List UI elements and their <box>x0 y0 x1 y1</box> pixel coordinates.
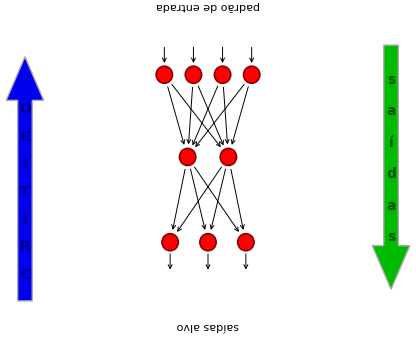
Circle shape <box>200 234 216 251</box>
Circle shape <box>156 66 173 83</box>
Circle shape <box>243 66 260 83</box>
Text: a: a <box>386 104 396 118</box>
Circle shape <box>162 234 178 251</box>
Text: a: a <box>386 199 396 212</box>
Circle shape <box>185 66 202 83</box>
Text: O: O <box>19 102 31 116</box>
Text: s: s <box>387 73 395 87</box>
Circle shape <box>214 66 231 83</box>
FancyArrow shape <box>372 45 410 289</box>
Text: saídas alvo: saídas alvo <box>177 321 239 331</box>
Circle shape <box>220 148 237 165</box>
Text: d: d <box>386 167 396 181</box>
Text: C: C <box>20 130 30 144</box>
Text: R: R <box>20 240 30 254</box>
Circle shape <box>238 234 254 251</box>
Text: padrão de entrada: padrão de entrada <box>156 1 260 11</box>
Text: C: C <box>20 268 30 282</box>
Text: í: í <box>389 136 394 150</box>
Text: I: I <box>22 157 27 171</box>
Text: T: T <box>20 185 30 199</box>
FancyArrow shape <box>6 57 44 301</box>
Text: Í: Í <box>22 212 27 227</box>
Text: s: s <box>387 230 395 244</box>
Circle shape <box>179 148 196 165</box>
